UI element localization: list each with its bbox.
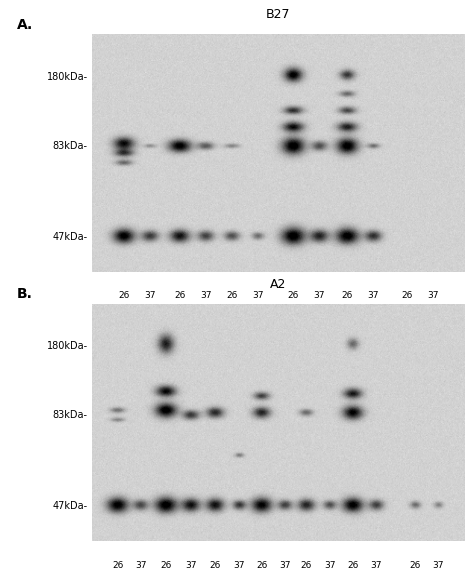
Text: 26: 26	[210, 560, 221, 570]
Text: 26: 26	[160, 560, 172, 570]
Text: 37: 37	[371, 560, 382, 570]
Text: 47kDa-: 47kDa-	[53, 501, 88, 511]
Text: C259S: C259S	[291, 313, 322, 323]
Text: C58: C58	[410, 313, 429, 323]
Text: 37: 37	[145, 291, 156, 300]
Text: 83kDa-: 83kDa-	[53, 410, 88, 421]
Text: B27: B27	[128, 313, 147, 323]
Text: 26: 26	[410, 560, 421, 570]
Text: 26: 26	[401, 291, 412, 300]
Text: A2: A2	[270, 277, 287, 291]
Text: 26: 26	[347, 560, 358, 570]
Text: 37: 37	[200, 291, 212, 300]
Text: 26: 26	[174, 291, 185, 300]
Text: 26: 26	[226, 291, 237, 300]
Text: 37: 37	[234, 560, 245, 570]
Text: 37: 37	[314, 291, 325, 300]
Text: 180kDa-: 180kDa-	[46, 342, 88, 351]
Text: 37: 37	[279, 560, 291, 570]
Text: 180kDa-: 180kDa-	[46, 72, 88, 82]
Text: C101S: C101S	[177, 313, 209, 323]
Text: 26: 26	[118, 291, 130, 300]
Text: 26: 26	[301, 560, 312, 570]
Text: 37: 37	[185, 560, 197, 570]
Text: 37: 37	[324, 560, 336, 570]
Text: B.: B.	[17, 287, 32, 301]
Text: 37: 37	[427, 291, 438, 300]
Text: C67S: C67S	[348, 313, 373, 323]
Text: 47kDa-: 47kDa-	[53, 231, 88, 241]
Text: B27: B27	[266, 8, 291, 21]
Text: 37: 37	[368, 291, 379, 300]
Text: 26: 26	[112, 560, 123, 570]
Text: 37: 37	[135, 560, 146, 570]
Text: C164S: C164S	[229, 313, 261, 323]
Text: 26: 26	[256, 560, 267, 570]
Text: 37: 37	[433, 560, 444, 570]
Text: 26: 26	[288, 291, 299, 300]
Text: 26: 26	[342, 291, 353, 300]
Text: 83kDa-: 83kDa-	[53, 141, 88, 151]
Text: A.: A.	[17, 18, 33, 32]
Text: 37: 37	[252, 291, 264, 300]
